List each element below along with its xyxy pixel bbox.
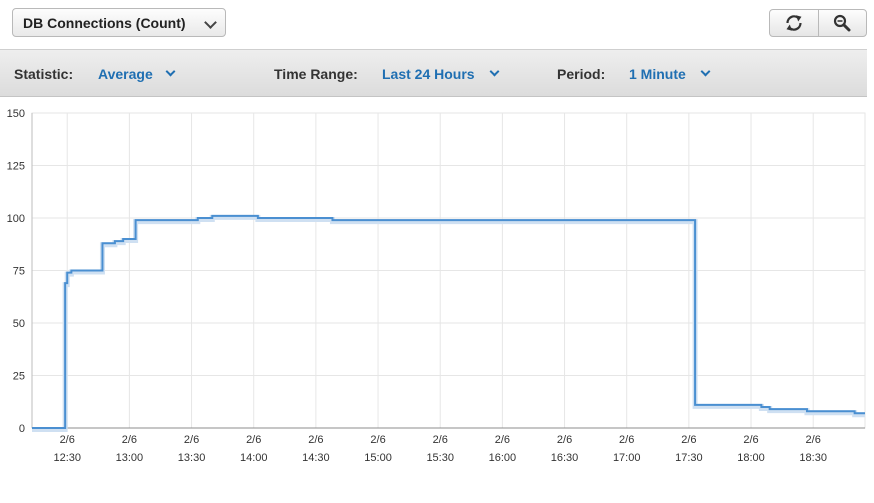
x-tick-date-label: 2/6 <box>433 434 448 446</box>
y-tick-label: 150 <box>7 108 25 120</box>
x-tick-time-label: 14:00 <box>240 452 268 464</box>
statistic-dropdown[interactable]: Average <box>98 66 153 82</box>
x-tick-time-label: 17:00 <box>613 452 641 464</box>
x-tick-date-label: 2/6 <box>308 434 323 446</box>
chart-toolbar: Statistic: Average Time Range: Last 24 H… <box>0 49 867 97</box>
x-tick-time-label: 13:30 <box>178 452 206 464</box>
x-tick-time-label: 12:30 <box>53 452 81 464</box>
y-tick-label: 75 <box>13 266 25 278</box>
metric-select[interactable]: DB Connections (Count) <box>12 8 226 37</box>
zoom-icon <box>834 14 851 32</box>
time-range-dropdown[interactable]: Last 24 Hours <box>382 66 475 82</box>
x-tick-time-label: 16:00 <box>489 452 517 464</box>
statistic-chevron-down-icon[interactable] <box>165 66 176 77</box>
y-tick-label: 125 <box>7 161 25 173</box>
y-tick-label: 100 <box>7 213 25 225</box>
chart-axes <box>31 113 865 429</box>
y-tick-label: 0 <box>19 423 25 435</box>
x-tick-date-label: 2/6 <box>619 434 634 446</box>
x-tick-time-label: 15:00 <box>364 452 392 464</box>
y-tick-label: 50 <box>13 318 25 330</box>
refresh-button[interactable] <box>770 10 818 36</box>
x-tick-date-label: 2/6 <box>743 434 758 446</box>
x-tick-date-label: 2/6 <box>60 434 75 446</box>
chart-series <box>32 214 865 432</box>
x-tick-date-label: 2/6 <box>557 434 572 446</box>
time-range-label: Time Range: <box>274 66 358 82</box>
x-tick-time-label: 18:00 <box>737 452 765 464</box>
db-connections-chart: 0 25 50 75 100 125 150 2/6 12:30 2/6 13:00 2/6 13:30… <box>7 108 866 464</box>
x-tick-date-label: 2/6 <box>495 434 510 446</box>
x-tick-time-label: 16:30 <box>551 452 579 464</box>
chart-button-group <box>769 9 867 37</box>
statistic-label: Statistic: <box>14 66 74 82</box>
zoom-button[interactable] <box>817 10 867 36</box>
period-chevron-down-icon[interactable] <box>700 66 711 77</box>
x-tick-time-label: 13:00 <box>116 452 144 464</box>
x-tick-time-label: 15:30 <box>426 452 454 464</box>
metric-select-label: DB Connections (Count) <box>23 14 186 31</box>
chart-tick-labels: 0 25 50 75 100 125 150 2/6 12:30 2/6 13:00 2/6 13:30… <box>7 108 827 464</box>
time-range-chevron-down-icon[interactable] <box>489 66 500 77</box>
x-tick-time-label: 18:30 <box>799 452 827 464</box>
x-tick-date-label: 2/6 <box>806 434 821 446</box>
chevron-down-icon <box>204 16 217 29</box>
x-tick-date-label: 2/6 <box>370 434 385 446</box>
series-line <box>32 214 865 429</box>
chart-grid <box>31 112 866 429</box>
period-label: Period: <box>557 66 606 82</box>
x-tick-date-label: 2/6 <box>184 434 199 446</box>
refresh-icon <box>786 15 802 31</box>
x-tick-time-label: 17:30 <box>675 452 703 464</box>
x-tick-time-label: 14:30 <box>302 452 330 464</box>
x-tick-date-label: 2/6 <box>681 434 696 446</box>
x-tick-date-label: 2/6 <box>246 434 261 446</box>
period-dropdown[interactable]: 1 Minute <box>629 66 686 82</box>
y-tick-label: 25 <box>13 371 25 383</box>
x-tick-date-label: 2/6 <box>122 434 137 446</box>
